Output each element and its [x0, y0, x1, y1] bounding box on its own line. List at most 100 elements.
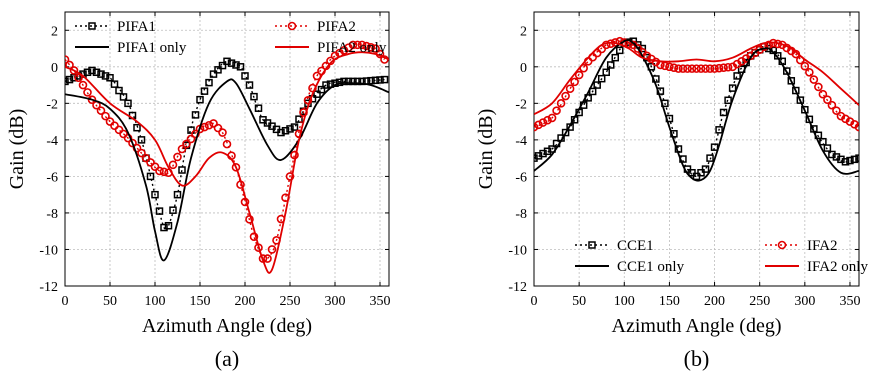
data-point — [353, 40, 362, 50]
data-point — [205, 78, 213, 87]
data-point — [724, 96, 732, 105]
data-point — [119, 93, 128, 101]
data-point — [715, 126, 723, 134]
data-point — [818, 89, 828, 99]
data-point — [74, 73, 83, 83]
data-point — [218, 61, 227, 70]
data-point — [606, 61, 615, 69]
data-point — [701, 64, 710, 73]
data-point — [141, 153, 151, 163]
data-point — [552, 106, 561, 115]
x-tick-label: 350 — [839, 294, 860, 309]
data-point — [286, 125, 294, 133]
data-point — [186, 134, 196, 144]
series-cce1-only — [534, 39, 859, 182]
data-point — [547, 113, 557, 123]
x-tick-label: 300 — [794, 294, 815, 309]
data-point — [561, 128, 570, 137]
data-point — [65, 75, 74, 84]
y-tick-label: -12 — [508, 280, 527, 295]
x-tick-label: 0 — [62, 294, 69, 309]
data-point — [814, 82, 823, 92]
data-point — [348, 40, 358, 50]
legend: CCE1 IFA2 CCE1 only IFA2 only — [575, 238, 868, 275]
data-point — [344, 77, 353, 86]
data-point — [106, 74, 114, 82]
data-point — [376, 76, 384, 84]
data-point — [137, 148, 146, 158]
data-point — [796, 96, 805, 104]
data-point — [263, 254, 272, 263]
y-tick-label: -12 — [39, 280, 58, 295]
series-ifa2-only — [534, 41, 859, 116]
y-tick-label: -8 — [46, 207, 58, 222]
legend-label: PIFA2 only — [317, 40, 387, 56]
series-line — [534, 41, 859, 116]
data-point — [593, 81, 601, 89]
data-point — [823, 144, 832, 152]
data-point — [218, 128, 227, 137]
data-point — [696, 64, 706, 73]
data-point — [115, 86, 123, 95]
data-point — [155, 166, 164, 176]
data-point — [87, 95, 97, 104]
y-tick-label: -10 — [508, 243, 527, 258]
data-point — [83, 68, 92, 77]
legend-entry: PIFA1 only — [75, 40, 187, 56]
data-point — [809, 75, 819, 84]
data-point — [128, 138, 137, 148]
data-point — [204, 120, 214, 130]
data-point — [534, 120, 543, 130]
data-point — [366, 43, 376, 52]
legend-entry: PIFA2 — [275, 19, 356, 35]
data-point — [177, 144, 187, 154]
data-point — [706, 154, 714, 162]
data-point — [340, 77, 348, 86]
data-point — [88, 66, 96, 75]
data-point — [710, 143, 719, 151]
data-point — [213, 123, 223, 133]
data-point — [164, 221, 173, 230]
data-point — [173, 190, 182, 199]
data-point — [96, 106, 106, 115]
x-tick-label: 350 — [370, 294, 391, 309]
data-point — [565, 84, 575, 94]
data-point — [719, 63, 728, 73]
data-point — [182, 139, 191, 149]
data-point — [97, 70, 105, 78]
data-point — [602, 68, 610, 77]
series-line — [65, 51, 389, 274]
legend-marker — [777, 240, 787, 250]
plot-frame — [64, 11, 390, 287]
data-point — [538, 118, 548, 127]
data-point — [151, 190, 159, 199]
data-point — [159, 167, 169, 177]
data-point — [133, 123, 141, 132]
data-point — [574, 70, 584, 80]
data-point — [101, 72, 110, 80]
data-point — [155, 207, 164, 215]
y-tick-label: 0 — [51, 61, 58, 76]
data-point — [800, 61, 810, 71]
x-tick-label: 250 — [280, 294, 301, 309]
legend-label: PIFA1 only — [117, 40, 187, 56]
data-point — [823, 95, 832, 104]
data-point — [250, 92, 258, 101]
data-point — [714, 63, 724, 73]
legend-label: IFA2 — [807, 238, 838, 254]
data-point — [277, 128, 285, 137]
legend-entry: PIFA1 — [75, 19, 156, 35]
data-point — [322, 81, 330, 89]
data-point — [561, 91, 570, 101]
data-point — [380, 75, 389, 84]
data-point — [191, 129, 200, 139]
data-point — [570, 77, 579, 87]
data-point — [223, 57, 231, 66]
y-tick-label: 2 — [520, 24, 527, 39]
legend-marker — [287, 21, 297, 31]
data-point — [846, 156, 854, 165]
data-point — [137, 136, 146, 144]
x-tick-label: 300 — [325, 294, 346, 309]
data-point — [719, 108, 728, 117]
data-point — [168, 160, 178, 170]
